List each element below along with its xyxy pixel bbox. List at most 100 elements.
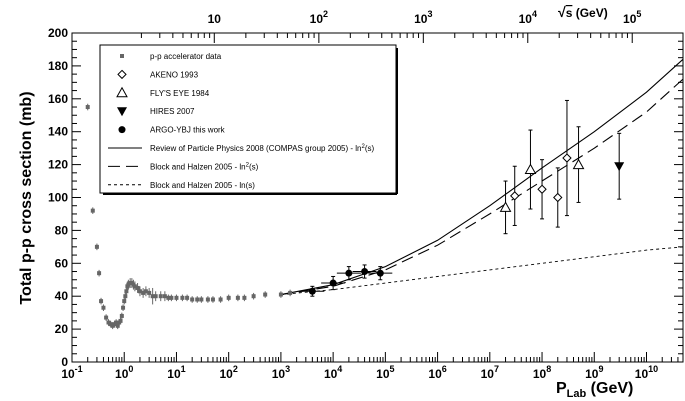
square-marker xyxy=(162,294,167,299)
top-tick-label: 102 xyxy=(310,9,328,26)
square-marker xyxy=(195,297,200,302)
circle-marker xyxy=(308,287,316,295)
y-tick-label: 100 xyxy=(48,191,68,205)
square-marker xyxy=(115,323,120,328)
y-tick-label: 140 xyxy=(48,125,68,139)
square-marker xyxy=(141,290,146,295)
square-marker xyxy=(278,292,283,297)
square-marker xyxy=(226,295,231,300)
diamond-marker xyxy=(537,184,547,194)
diamond-marker xyxy=(562,153,572,163)
top-tick-label: 103 xyxy=(414,9,432,26)
y-tick-label: 120 xyxy=(48,158,68,172)
square-marker xyxy=(147,290,152,295)
top-axis-title: √s (GeV) xyxy=(558,4,608,20)
square-marker xyxy=(106,320,111,325)
square-marker xyxy=(153,294,158,299)
y-tick-label: 20 xyxy=(55,322,69,336)
fit-curve xyxy=(280,58,684,296)
legend: p-p accelerator data AKENO 1993 FLY'S EYE … xyxy=(99,44,398,195)
legend-label: Block and Halzen 2005 - ln2(s) xyxy=(150,162,259,171)
square-marker xyxy=(169,295,174,300)
x-tick-label: 107 xyxy=(481,364,499,381)
square-marker xyxy=(94,244,99,249)
square-marker xyxy=(150,294,155,299)
square-marker xyxy=(90,208,95,213)
y-axis-title: Total p-p cross section (mb) xyxy=(18,91,35,304)
square-marker xyxy=(124,289,129,294)
x-tick-label: 102 xyxy=(219,364,237,381)
y-tick-label: 0 xyxy=(61,355,68,369)
x-tick-label: 108 xyxy=(533,364,551,381)
square-marker xyxy=(180,295,185,300)
square-marker xyxy=(251,294,256,299)
triangle-marker xyxy=(116,86,128,98)
triangle-down-marker xyxy=(117,107,127,117)
x-tick-label: 10-1 xyxy=(61,364,82,381)
square-marker xyxy=(119,313,124,318)
circle-marker xyxy=(345,269,353,277)
legend-label: ARGO-YBJ this work xyxy=(150,126,226,135)
square-marker xyxy=(210,297,215,302)
x-tick-label: 109 xyxy=(585,364,603,381)
square-marker xyxy=(263,292,268,297)
diamond-marker xyxy=(117,69,127,80)
circle-marker xyxy=(118,126,126,134)
square-marker xyxy=(121,305,126,310)
diamond-marker xyxy=(553,192,563,203)
square-marker xyxy=(190,297,195,302)
y-tick-label: 40 xyxy=(55,289,69,303)
fit-curve xyxy=(280,78,684,296)
x-tick-label: 100 xyxy=(115,364,133,381)
axes: 0 20 40 60 80 100 120 140 160 180 200 10-1 100 101 102… xyxy=(48,9,684,381)
square-marker xyxy=(143,289,148,294)
legend-label: p-p accelerator data xyxy=(150,52,222,61)
square-marker xyxy=(242,295,247,300)
legend-label: FLY'S EYE 1984 xyxy=(150,89,210,98)
square-marker xyxy=(114,320,119,325)
square-marker xyxy=(123,294,128,299)
triangle-marker xyxy=(572,158,585,170)
square-marker xyxy=(166,295,171,300)
square-marker xyxy=(135,285,140,290)
x-axis-title: PLab (GeV) xyxy=(556,380,633,400)
data-points xyxy=(85,99,625,330)
square-marker xyxy=(137,289,142,294)
square-marker xyxy=(158,294,163,299)
fit-curve xyxy=(280,246,684,296)
legend-label: Review of Particle Physics 2008 (COMPAS … xyxy=(150,144,375,153)
circle-marker xyxy=(329,279,337,287)
square-marker xyxy=(122,299,127,304)
top-tick-label: 104 xyxy=(519,9,537,26)
x-tick-label: 105 xyxy=(376,364,394,381)
y-tick-label: 160 xyxy=(48,92,68,106)
square-marker xyxy=(97,271,102,276)
square-marker xyxy=(120,54,124,58)
y-tick-label: 80 xyxy=(55,223,69,237)
diamond-marker xyxy=(510,191,520,201)
square-marker xyxy=(132,284,137,289)
triangle-down-marker xyxy=(614,162,625,172)
square-marker xyxy=(99,299,104,304)
x-tick-label: 101 xyxy=(167,364,185,381)
legend-label: Block and Halzen 2005 - ln(s) xyxy=(150,181,255,190)
square-marker xyxy=(205,297,210,302)
square-marker xyxy=(101,305,106,310)
square-marker xyxy=(118,318,123,323)
square-marker xyxy=(288,290,293,295)
x-tick-label: 104 xyxy=(324,364,342,381)
circle-marker xyxy=(361,268,369,276)
x-tick-label: 106 xyxy=(428,364,446,381)
fit-curves xyxy=(280,58,684,296)
top-tick-label: 10 xyxy=(208,12,222,26)
legend-label: AKENO 1993 xyxy=(150,70,199,79)
y-tick-label: 200 xyxy=(48,26,68,40)
x-tick-label: 1010 xyxy=(635,364,658,381)
triangle-marker xyxy=(499,201,512,212)
square-marker xyxy=(199,297,204,302)
top-tick-label: 105 xyxy=(623,9,641,26)
square-marker xyxy=(85,105,90,110)
legend-label: HIRES 2007 xyxy=(150,107,195,116)
square-marker xyxy=(235,295,240,300)
